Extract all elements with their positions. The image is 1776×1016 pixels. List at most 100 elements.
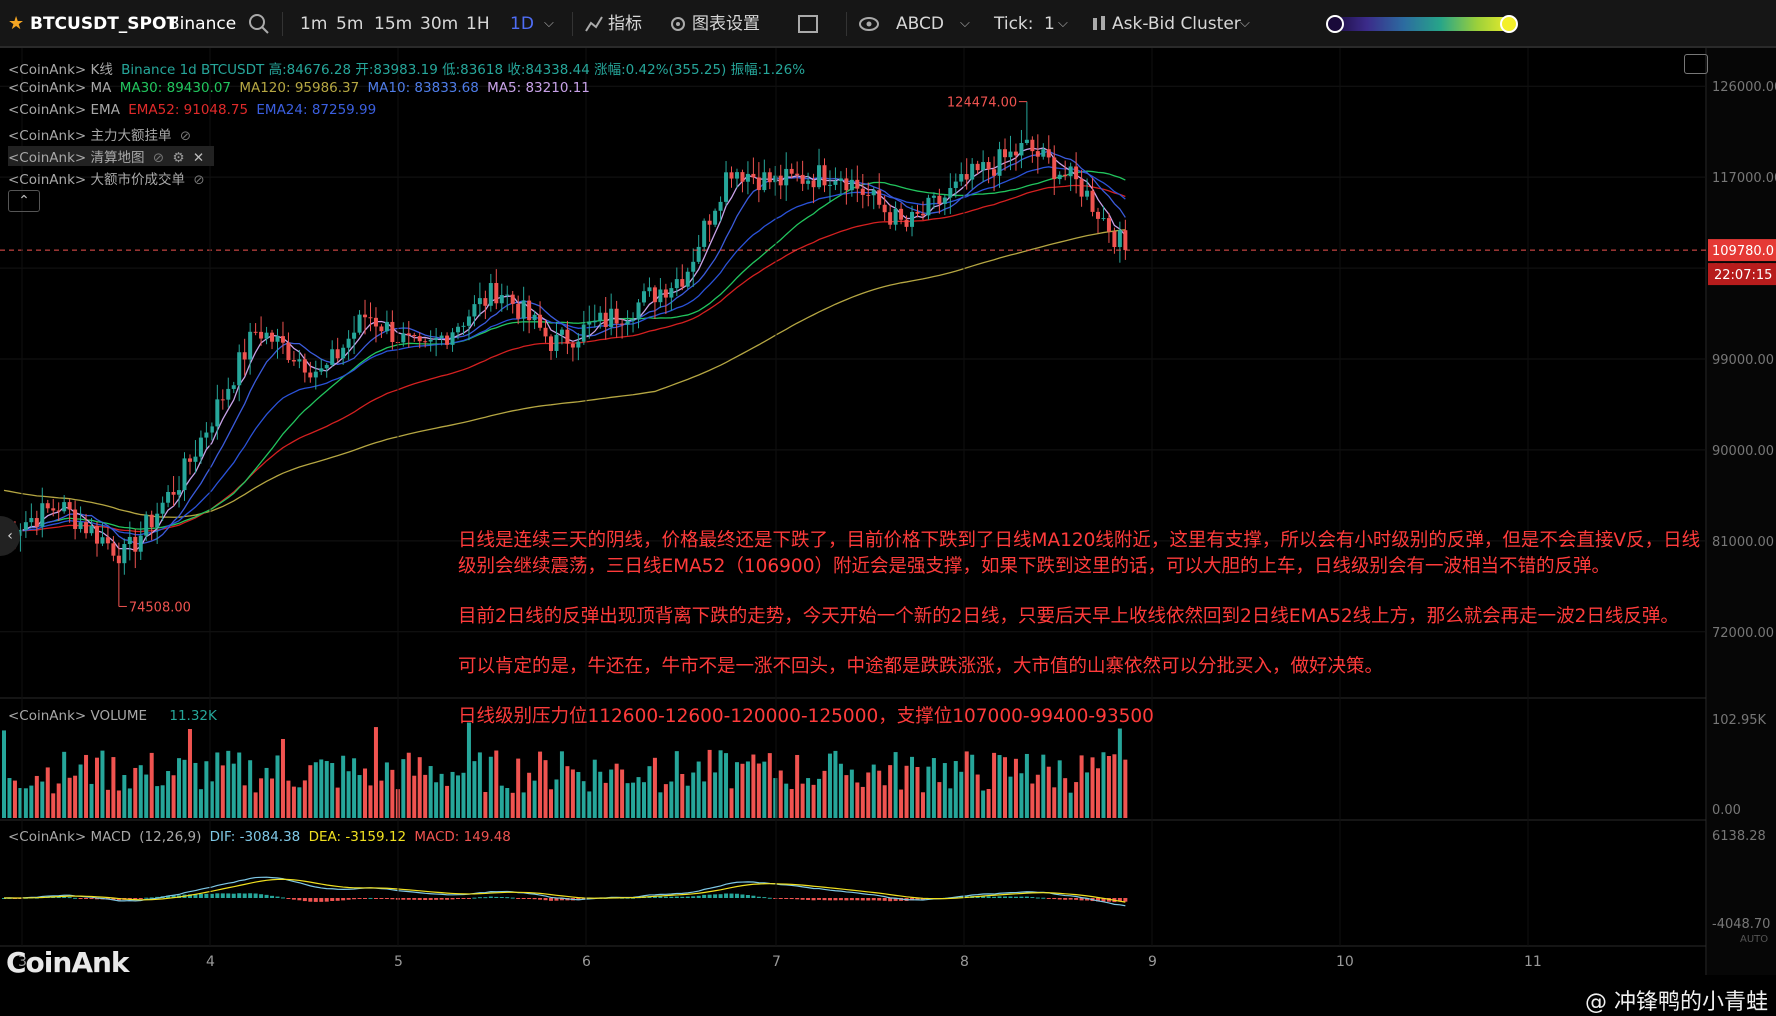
volume-bar — [838, 763, 843, 818]
cluster-select[interactable]: Ask-Bid Cluster — [1112, 14, 1241, 34]
price-chart-canvas[interactable]: 126000.00117000.00108000.0099000.0090000… — [0, 48, 1776, 975]
interval-tab-30m[interactable]: 30m — [420, 14, 459, 34]
volume-bar — [73, 775, 78, 818]
macd-histogram-bar — [516, 898, 521, 899]
candle-body — [838, 178, 843, 181]
dea-line — [3, 878, 1126, 903]
close-icon[interactable]: ✕ — [192, 150, 205, 166]
eye-icon[interactable] — [858, 14, 880, 34]
candle-body — [417, 336, 422, 342]
interval-tab-1d[interactable]: 1D — [510, 14, 534, 34]
volume-bar — [341, 755, 346, 818]
volume-bar — [1035, 774, 1040, 818]
ma5-value: MA5: 83210.11 — [487, 80, 590, 96]
candle-body — [756, 177, 761, 191]
macd-histogram-bar — [171, 895, 176, 898]
macd-histogram-bar — [510, 897, 515, 899]
author-credit: @ 冲锋鸭的小青蛙 — [1585, 990, 1768, 1015]
volume-bar — [559, 751, 564, 818]
macd-histogram-bar — [308, 898, 313, 902]
interval-tab-5m[interactable]: 5m — [336, 14, 364, 34]
interval-tab-15m[interactable]: 15m — [374, 14, 413, 34]
volume-bar — [926, 766, 931, 818]
macd-histogram-bar — [855, 898, 860, 901]
favorite-star-icon[interactable]: ★ — [8, 13, 25, 34]
candle-body — [740, 172, 745, 182]
volume-bar — [45, 767, 50, 818]
price-tick-label: 126000.00 — [1712, 80, 1776, 95]
candle-body — [412, 334, 417, 337]
ema24-value: EMA24: 87259.99 — [256, 102, 377, 118]
candle-body — [401, 333, 406, 343]
symbol-name[interactable]: BTCUSDT_SPOT — [30, 14, 179, 34]
ema24-line — [3, 166, 1126, 536]
time-axis-label: 10 — [1336, 954, 1354, 970]
gear-icon[interactable] — [668, 14, 688, 34]
scroll-left-button[interactable]: ‹ — [0, 516, 20, 556]
volume-bar — [434, 782, 439, 818]
macd-histogram-bar — [428, 898, 433, 900]
ma10-line — [3, 150, 1126, 545]
volume-bar — [931, 758, 936, 818]
annotation-paragraph: 可以肯定的是，牛还在，牛市不是一涨不回头，中途都是跌跌涨涨，大市值的山寨依然可以… — [458, 656, 1384, 677]
exchange-name[interactable]: Binance — [168, 14, 237, 34]
candle-body — [423, 341, 428, 343]
macd-histogram-bar — [259, 894, 264, 898]
macd-histogram-bar — [472, 897, 477, 899]
volume-bar — [390, 769, 395, 818]
slider-handle-left[interactable] — [1326, 15, 1344, 33]
liq-map-legend: <CoinAnk> 清算地图 ⊘ ⚙ ✕ — [8, 146, 215, 166]
gear-icon[interactable]: ⚙ — [172, 150, 185, 166]
macd-histogram-bar — [713, 894, 718, 898]
eye-off-icon[interactable]: ⊘ — [179, 128, 192, 144]
macd-histogram-bar — [729, 893, 734, 898]
cluster-icon[interactable] — [1090, 14, 1110, 34]
macd-histogram-bar — [286, 898, 291, 899]
candle-body — [538, 314, 543, 328]
slider-handle-right[interactable] — [1500, 15, 1518, 33]
macd-histogram-bar — [888, 898, 893, 902]
eye-off-icon[interactable]: ⊘ — [193, 172, 205, 188]
candle-body — [67, 502, 72, 510]
volume-bar — [368, 785, 373, 818]
candle-body — [1096, 211, 1100, 219]
volume-bar — [357, 775, 362, 818]
time-axis-label: 6 — [582, 954, 591, 970]
interval-tab-1m[interactable]: 1m — [300, 14, 328, 34]
volume-bar — [882, 785, 887, 818]
indicators-button[interactable]: 指标 — [608, 14, 642, 34]
collapse-legend-button[interactable]: ⌃ — [8, 190, 40, 212]
chart-settings-button[interactable]: 图表设置 — [692, 14, 760, 34]
indicators-icon[interactable] — [584, 14, 604, 34]
macd-histogram-bar — [817, 898, 822, 900]
volume-bar — [187, 728, 192, 818]
drawing-pattern-select[interactable]: ABCD — [896, 14, 944, 34]
interval-tab-1h[interactable]: 1H — [466, 14, 490, 34]
tick-select[interactable]: 1 — [1044, 14, 1055, 34]
eye-off-icon[interactable]: ⊘ — [152, 150, 165, 166]
search-icon[interactable] — [248, 13, 270, 35]
chevron-down-icon[interactable]: ⌵ — [544, 16, 554, 31]
candle-body — [663, 289, 668, 298]
candle-body — [472, 304, 477, 317]
macd-axis-bottom: -4048.70 — [1712, 917, 1770, 932]
chart-area[interactable]: 126000.00117000.00108000.0099000.0090000… — [0, 48, 1776, 1015]
screenshot-icon[interactable] — [1684, 54, 1708, 74]
layout-icon[interactable] — [798, 15, 818, 33]
chevron-down-icon[interactable]: ⌵ — [1058, 16, 1068, 31]
price-axis-bg — [1707, 48, 1776, 975]
candle-body — [855, 179, 860, 189]
candle-body — [275, 336, 280, 342]
ema-legend-prefix: <CoinAnk> EMA — [8, 102, 120, 118]
chevron-down-icon[interactable]: ⌵ — [1240, 16, 1250, 31]
candle-body — [817, 165, 822, 188]
heatmap-color-slider[interactable] — [1326, 15, 1518, 33]
volume-axis-top: 102.95K — [1712, 713, 1766, 728]
volume-bar — [663, 784, 668, 818]
candle-body — [155, 513, 160, 528]
candle-body — [734, 172, 739, 179]
chevron-down-icon[interactable]: ⌵ — [960, 16, 970, 31]
volume-bar — [756, 763, 761, 818]
macd-histogram-bar — [483, 897, 488, 899]
macd-histogram-bar — [319, 898, 324, 902]
